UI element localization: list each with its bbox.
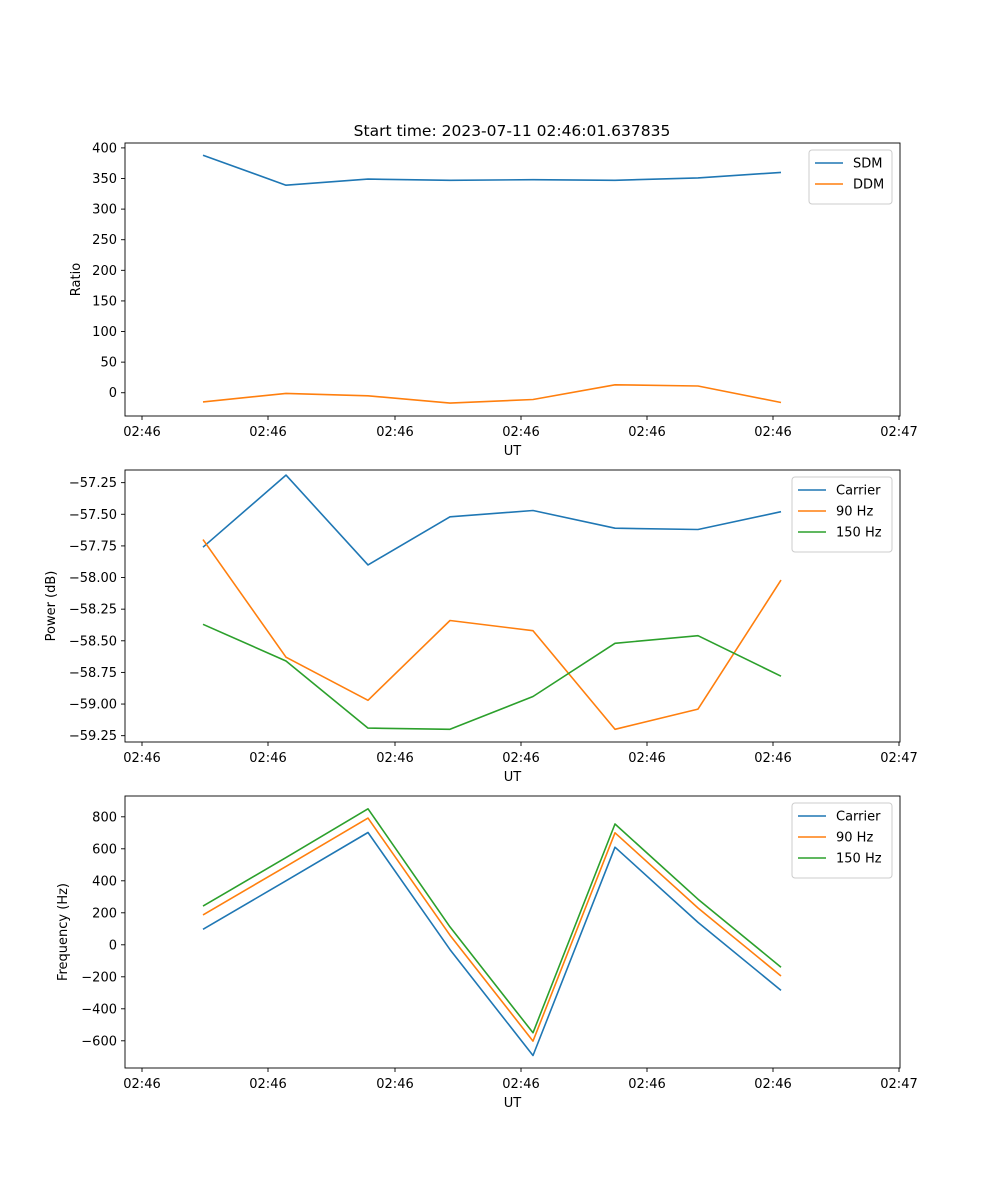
y-axis-label: Ratio bbox=[69, 263, 84, 296]
legend-label: 150 Hz bbox=[836, 526, 882, 541]
x-tick-label: 02:46 bbox=[123, 1077, 160, 1092]
x-tick-label: 02:46 bbox=[123, 425, 160, 440]
series-line-90-hz bbox=[202, 539, 782, 731]
chart-panel-2: −59.25 −59.00 −58.75 −58.50 −58.25 −58.00 −57.… bbox=[44, 469, 918, 785]
legend-label: Carrier bbox=[836, 810, 881, 825]
y-tick-label: 200 bbox=[92, 906, 117, 921]
x-tick-label: 02:46 bbox=[502, 1077, 539, 1092]
y-tick-label: 250 bbox=[92, 233, 117, 248]
x-axis-label: UT bbox=[504, 770, 522, 785]
x-tick-label: 02:46 bbox=[754, 751, 791, 766]
x-tick-label: 02:46 bbox=[628, 425, 665, 440]
series-line-90-hz bbox=[202, 817, 782, 1042]
legend: Carrier 90 Hz 150 Hz bbox=[791, 802, 893, 879]
legend-label: 90 Hz bbox=[836, 505, 873, 520]
y-tick-label: −400 bbox=[81, 1002, 117, 1017]
x-tick-label: 02:46 bbox=[249, 425, 286, 440]
plots-area: 0 50 100 150 200 250 300 350 400 02:46 02:46 02:46 0… bbox=[44, 141, 918, 1111]
x-tick-label: 02:46 bbox=[376, 1077, 413, 1092]
x-tick-label: 02:46 bbox=[502, 751, 539, 766]
y-tick-label: 400 bbox=[92, 141, 117, 156]
y-tick-label: 400 bbox=[92, 874, 117, 889]
y-tick-label: 0 bbox=[109, 938, 117, 953]
legend-label: 150 Hz bbox=[836, 852, 882, 867]
axes-frame bbox=[124, 795, 901, 1069]
y-tick-label: −58.25 bbox=[69, 603, 117, 618]
y-tick-label: 0 bbox=[109, 386, 117, 401]
x-tick-label: 02:46 bbox=[628, 1077, 665, 1092]
series-line-150-hz bbox=[202, 807, 782, 1034]
y-tick-label: 600 bbox=[92, 842, 117, 857]
x-axis-label: UT bbox=[504, 1096, 522, 1111]
series-line-ddm bbox=[202, 383, 782, 404]
y-tick-label: −58.75 bbox=[69, 666, 117, 681]
x-tick-label: 02:46 bbox=[502, 425, 539, 440]
y-tick-label: −57.25 bbox=[69, 476, 117, 491]
y-tick-label: 800 bbox=[92, 810, 117, 825]
legend-box bbox=[791, 802, 893, 879]
y-axis-label: Frequency (Hz) bbox=[56, 883, 71, 981]
y-tick-label: 50 bbox=[100, 356, 117, 371]
y-tick-label: 150 bbox=[92, 294, 117, 309]
y-tick-label: −59.00 bbox=[69, 698, 117, 713]
y-tick-label: −57.75 bbox=[69, 539, 117, 554]
legend-label: SDM bbox=[853, 157, 882, 172]
y-tick-label: −200 bbox=[81, 970, 117, 985]
legend-label: DDM bbox=[853, 178, 884, 193]
x-tick-label: 02:46 bbox=[376, 751, 413, 766]
y-tick-label: −600 bbox=[81, 1034, 117, 1049]
x-tick-label: 02:47 bbox=[880, 425, 917, 440]
y-tick-label: 100 bbox=[92, 325, 117, 340]
y-axis-label: Power (dB) bbox=[44, 571, 59, 642]
series-line-sdm bbox=[202, 154, 782, 186]
x-tick-label: 02:46 bbox=[123, 751, 160, 766]
legend-label: 90 Hz bbox=[836, 831, 873, 846]
legend: Carrier 90 Hz 150 Hz bbox=[791, 476, 893, 553]
legend-label: Carrier bbox=[836, 484, 881, 499]
y-tick-label: 300 bbox=[92, 203, 117, 218]
series-line-150-hz bbox=[202, 623, 782, 731]
series-line-carrier bbox=[202, 831, 782, 1057]
y-tick-label: 200 bbox=[92, 264, 117, 279]
y-tick-label: −58.50 bbox=[69, 634, 117, 649]
series-line-carrier bbox=[202, 474, 782, 566]
chart-panel-1: 0 50 100 150 200 250 300 350 400 02:46 02:46 02:46 0… bbox=[69, 141, 918, 459]
axes-frame bbox=[124, 469, 901, 743]
x-tick-label: 02:46 bbox=[376, 425, 413, 440]
x-tick-label: 02:46 bbox=[754, 425, 791, 440]
legend: SDM DDM bbox=[808, 149, 893, 205]
x-tick-label: 02:47 bbox=[880, 1077, 917, 1092]
chart-panel-3: −600 −400 −200 0 200 400 600 800 02:46 02:46 02:46… bbox=[56, 795, 918, 1111]
axes-frame bbox=[124, 142, 901, 417]
y-tick-label: −57.50 bbox=[69, 508, 117, 523]
x-axis-label: UT bbox=[504, 444, 522, 459]
x-tick-label: 02:46 bbox=[249, 751, 286, 766]
x-tick-label: 02:46 bbox=[249, 1077, 286, 1092]
legend-box bbox=[791, 476, 893, 553]
y-tick-label: 350 bbox=[92, 172, 117, 187]
y-tick-label: −59.25 bbox=[69, 729, 117, 744]
x-tick-label: 02:46 bbox=[754, 1077, 791, 1092]
x-tick-label: 02:46 bbox=[628, 751, 665, 766]
figure-title: Start time: 2023-07-11 02:46:01.637835 bbox=[354, 122, 671, 140]
y-tick-label: −58.00 bbox=[69, 571, 117, 586]
x-tick-label: 02:47 bbox=[880, 751, 917, 766]
